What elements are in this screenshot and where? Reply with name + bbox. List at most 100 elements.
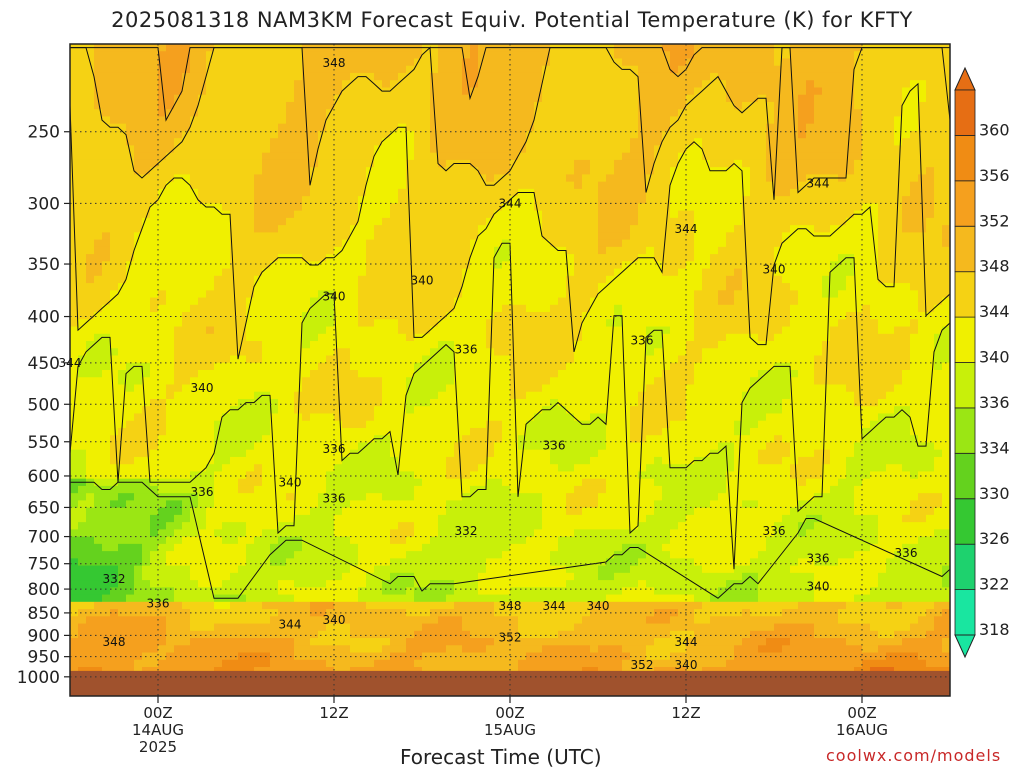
field-cell [470,312,479,320]
field-cell [366,377,375,386]
field-cell [350,246,359,255]
field-cell [126,225,135,233]
field-cell [454,355,463,364]
field-cell [270,210,279,219]
field-cell [294,297,303,306]
field-cell [246,341,255,349]
field-cell [454,290,463,299]
field-cell [366,616,375,625]
field-cell [222,449,231,458]
field-cell [374,420,383,429]
field-cell [222,94,231,103]
field-cell [102,210,111,219]
field-cell [286,638,295,646]
field-cell [286,507,295,516]
field-cell [478,449,487,458]
field-cell [246,51,255,60]
field-cell [374,391,383,400]
field-cell [326,500,335,509]
field-cell [414,283,423,291]
field-cell [94,427,103,436]
field-cell [390,406,399,415]
field-cell [414,572,423,581]
field-cell [414,116,423,125]
field-cell [214,420,223,429]
field-cell [470,159,479,168]
field-cell [390,188,399,197]
field-cell [478,471,487,480]
field-cell [198,587,207,596]
field-cell [118,427,127,436]
field-cell [494,261,503,270]
field-cell [246,174,255,183]
field-cell [406,341,415,349]
field-cell [86,580,95,588]
field-cell [334,123,343,132]
field-cell [462,572,471,581]
field-cell [390,398,399,407]
field-cell [494,123,503,132]
field-cell [278,645,287,654]
field-cell [358,326,367,335]
field-cell [302,167,311,175]
field-cell [406,58,415,67]
field-cell [358,145,367,154]
field-cell [422,522,431,530]
field-cell [70,500,79,509]
field-cell [478,80,487,89]
field-cell [230,420,239,429]
field-cell [334,616,343,625]
field-cell [446,348,455,357]
field-cell [182,297,191,306]
field-cell [446,254,455,262]
field-cell [446,420,455,429]
field-cell [230,391,239,400]
field-cell [382,522,391,530]
field-cell [446,123,455,132]
field-cell [222,101,231,110]
field-cell [198,333,207,342]
field-cell [222,304,231,313]
field-cell [230,203,239,212]
field-cell [374,652,383,661]
field-cell [294,645,303,654]
field-cell [142,225,151,233]
field-cell [174,109,183,118]
field-cell [422,188,431,197]
field-cell [366,420,375,429]
field-cell [118,232,127,241]
field-cell [390,427,399,436]
field-cell [326,203,335,212]
field-cell [366,174,375,183]
field-cell [134,638,143,646]
field-cell [254,551,263,559]
field-cell [302,246,311,255]
field-cell [382,109,391,118]
field-cell [214,290,223,299]
field-cell [326,645,335,654]
field-cell [342,80,351,89]
field-cell [262,225,271,233]
field-cell [278,609,287,617]
field-cell [494,514,503,523]
field-cell [390,87,399,96]
field-cell [302,72,311,81]
field-cell [254,94,263,103]
field-cell [230,304,239,313]
field-cell [438,101,447,110]
field-cell [278,507,287,516]
field-cell [390,283,399,291]
field-cell [486,529,495,538]
field-cell [478,341,487,349]
field-cell [142,326,151,335]
field-cell [286,572,295,581]
field-cell [318,500,327,509]
field-cell [102,254,111,262]
field-cell [398,500,407,509]
field-cell [126,210,135,219]
field-cell [470,130,479,139]
field-cell [302,594,311,603]
field-cell [390,630,399,639]
field-cell [366,427,375,436]
field-cell [78,609,87,617]
